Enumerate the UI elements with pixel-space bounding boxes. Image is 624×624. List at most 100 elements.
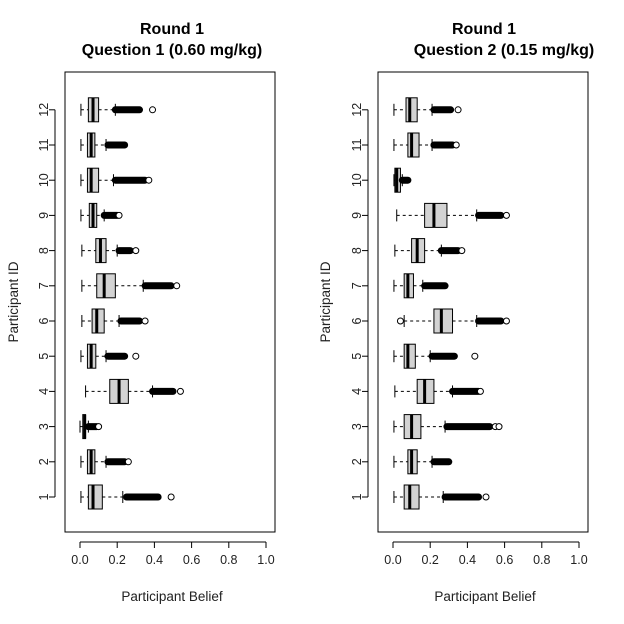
x-tick-label: 0.0 — [384, 553, 401, 567]
outlier-point — [502, 317, 510, 325]
y-tick-label: 11 — [350, 138, 364, 151]
outlier-point — [176, 387, 184, 395]
outlier-point — [482, 493, 490, 501]
outlier-point — [458, 247, 466, 255]
y-tick-label: 8 — [37, 247, 51, 254]
boxes-group — [393, 97, 510, 510]
box-participant-11 — [80, 132, 129, 158]
box-iqr — [424, 202, 448, 228]
outlier-point — [167, 493, 175, 501]
box-participant-5 — [393, 343, 479, 369]
chart-title-line-2: Question 2 (0.15 mg/kg) — [414, 42, 594, 59]
y-tick-label: 6 — [37, 317, 51, 324]
x-tick-label: 0.6 — [496, 553, 513, 567]
outlier-point — [452, 141, 460, 149]
box-iqr — [405, 97, 418, 123]
box-iqr — [433, 308, 454, 334]
outlier-point — [124, 458, 132, 466]
y-tick-label: 7 — [37, 282, 51, 289]
y-tick-label: 7 — [350, 282, 364, 289]
outlier-point — [476, 387, 484, 395]
box-participant-4 — [85, 378, 184, 404]
box-participant-8 — [81, 238, 140, 264]
outlier-point — [495, 423, 503, 431]
y-tick-label: 3 — [350, 423, 364, 430]
outlier-point — [149, 106, 157, 114]
y-axis-label: Participant ID — [318, 261, 333, 342]
outlier-point — [471, 352, 479, 360]
x-tick-label: 0.8 — [533, 553, 550, 567]
plot-frame — [377, 71, 589, 533]
y-tick-label: 10 — [350, 173, 364, 187]
x-tick-label: 1.0 — [570, 553, 587, 567]
box-participant-5 — [80, 343, 140, 369]
x-tick-label: 0.6 — [183, 553, 200, 567]
panel-question-1: Round 1 Question 1 (0.60 mg/kg) 0.0 0.2 0.… — [6, 21, 276, 604]
outlier-point — [141, 317, 149, 325]
box-participant-6 — [81, 308, 149, 334]
x-tick-label: 0.2 — [109, 553, 126, 567]
box-iqr — [86, 167, 100, 193]
x-axis-label: Participant Belief — [434, 589, 536, 604]
outlier-point — [454, 106, 462, 114]
box-participant-4 — [394, 378, 484, 404]
y-tick-label: 8 — [350, 247, 364, 254]
box-participant-3 — [393, 414, 503, 440]
outlier-point — [95, 423, 103, 431]
chart-title-line-1: Round 1 — [452, 21, 516, 38]
box-participant-10 — [80, 167, 153, 193]
outlier-point — [145, 176, 153, 184]
box-iqr — [87, 484, 103, 510]
boxes-group — [79, 97, 184, 510]
x-axis: 0.0 0.2 0.4 0.6 0.8 1.0 — [71, 541, 275, 567]
y-tick-label: 5 — [350, 353, 364, 360]
box-iqr — [403, 343, 416, 369]
y-tick-label: 10 — [37, 173, 51, 187]
x-axis: 0.0 0.2 0.4 0.6 0.8 1.0 — [384, 541, 588, 567]
y-tick-label: 6 — [350, 317, 364, 324]
x-tick-label: 0.4 — [146, 553, 163, 567]
box-participant-1 — [393, 484, 490, 510]
y-tick-label: 9 — [350, 212, 364, 219]
box-participant-12 — [393, 97, 462, 123]
box-participant-12 — [80, 97, 157, 123]
y-tick-label: 5 — [37, 353, 51, 360]
plot-frame — [64, 71, 276, 533]
y-tick-label: 4 — [37, 388, 51, 395]
box-participant-6 — [396, 308, 510, 334]
outlier-point — [132, 352, 140, 360]
y-tick-label: 1 — [350, 493, 364, 500]
outlier-point — [396, 317, 404, 325]
y-tick-label: 2 — [350, 458, 364, 465]
x-tick-label: 0.0 — [71, 553, 88, 567]
box-participant-8 — [394, 238, 466, 264]
x-tick-label: 1.0 — [257, 553, 274, 567]
y-tick-label: 12 — [350, 103, 364, 117]
y-tick-label: 4 — [350, 388, 364, 395]
box-participant-7 — [81, 273, 181, 299]
y-tick-label: 2 — [37, 458, 51, 465]
panel-question-2: Round 1 Question 2 (0.15 mg/kg) 0.0 0.2 0.… — [318, 21, 594, 604]
y-axis-label: Participant ID — [6, 261, 21, 342]
y-tick-label: 11 — [37, 138, 51, 151]
x-tick-label: 0.4 — [459, 553, 476, 567]
box-iqr — [407, 132, 420, 158]
outlier-point — [502, 211, 510, 219]
box-participant-11 — [393, 132, 460, 158]
box-participant-7 — [393, 273, 449, 299]
box-participant-3 — [79, 414, 103, 440]
box-iqr — [96, 273, 116, 299]
y-tick-label: 9 — [37, 212, 51, 219]
box-participant-9 — [80, 202, 123, 228]
x-tick-label: 0.8 — [220, 553, 237, 567]
box-participant-9 — [396, 202, 510, 228]
box-participant-2 — [393, 449, 453, 475]
y-tick-label: 1 — [37, 493, 51, 500]
chart-title-line-1: Round 1 — [140, 21, 204, 38]
box-participant-10 — [393, 167, 412, 193]
outlier-point — [132, 247, 140, 255]
x-tick-label: 0.2 — [422, 553, 439, 567]
